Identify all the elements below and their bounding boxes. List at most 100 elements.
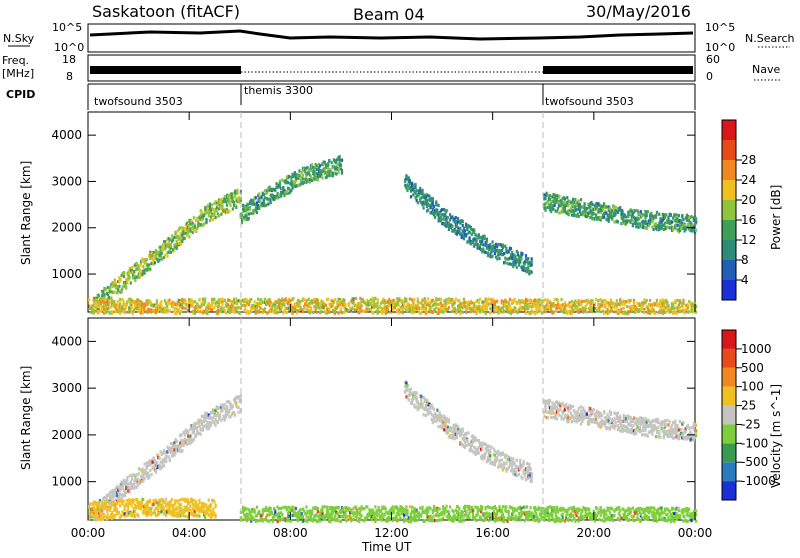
range-cell <box>578 303 580 306</box>
range-cell <box>449 213 451 216</box>
range-cell <box>457 220 459 223</box>
range-cell <box>521 253 523 256</box>
range-cell <box>165 460 167 463</box>
range-cell <box>105 303 107 306</box>
cpid-segment-2: themis 3300 <box>244 84 313 97</box>
range-cell <box>495 309 497 312</box>
range-cell <box>192 305 194 308</box>
range-cell <box>201 420 203 423</box>
range-cell <box>181 226 183 229</box>
range-cell <box>372 297 374 300</box>
range-cell <box>282 506 284 509</box>
range-cell <box>203 213 205 216</box>
range-cell <box>436 209 438 212</box>
range-cell <box>287 181 289 184</box>
range-cell <box>142 265 144 268</box>
range-cell <box>188 501 190 504</box>
range-cell <box>173 441 175 444</box>
range-cell <box>310 308 312 311</box>
range-cell <box>165 498 167 501</box>
range-cell <box>224 418 226 421</box>
range-cell <box>655 222 657 225</box>
range-cell <box>626 305 628 308</box>
range-cell <box>235 306 237 309</box>
range-cell <box>236 302 238 305</box>
range-cell <box>225 200 227 203</box>
range-cell <box>212 218 214 221</box>
range-cell <box>154 261 156 264</box>
range-cell <box>146 466 148 469</box>
range-cell <box>156 299 158 302</box>
range-cell <box>174 231 176 234</box>
range-cell <box>318 307 320 310</box>
range-cell <box>472 310 474 313</box>
range-cell <box>142 498 144 501</box>
range-cell <box>573 214 575 217</box>
range-cell <box>114 514 116 517</box>
range-cell <box>462 311 464 314</box>
range-cell <box>470 310 472 313</box>
range-cell <box>458 299 460 302</box>
range-cell <box>301 512 303 515</box>
range-cell <box>195 500 197 503</box>
range-cell <box>429 306 431 309</box>
range-cell <box>344 513 346 516</box>
range-cell <box>667 216 669 219</box>
nave-tick-top: 60 <box>706 53 720 66</box>
range-cell <box>125 487 127 490</box>
range-cell <box>339 158 341 161</box>
range-cell <box>215 424 217 427</box>
range-cell <box>146 514 148 517</box>
range-cell <box>111 299 113 302</box>
range-cell <box>238 411 240 414</box>
range-cell <box>693 219 695 222</box>
range-cell <box>490 245 492 248</box>
range-cell <box>204 297 206 300</box>
range-cell <box>244 218 246 221</box>
range-cell <box>432 202 434 205</box>
range-cell <box>610 306 612 309</box>
range-cell <box>213 211 215 214</box>
range-cell <box>611 309 613 312</box>
range-cell <box>236 189 238 192</box>
range-cell <box>511 257 513 260</box>
cpid-segment-1: twofsound 3503 <box>94 95 183 108</box>
range-cell <box>320 310 322 313</box>
range-cell <box>204 300 206 303</box>
range-cell <box>316 311 318 314</box>
range-cell <box>189 505 191 508</box>
range-cell <box>161 252 163 255</box>
range-cell <box>102 506 104 509</box>
range-cell <box>218 214 220 217</box>
range-cell <box>213 298 215 301</box>
range-cell <box>464 301 466 304</box>
range-cell <box>134 514 136 517</box>
range-cell <box>485 312 487 315</box>
range-cell <box>306 511 308 514</box>
range-cell <box>256 211 258 214</box>
range-cell <box>193 503 195 506</box>
range-cell <box>398 297 400 300</box>
range-cell <box>338 304 340 307</box>
range-cell <box>174 499 176 502</box>
range-cell <box>634 209 636 212</box>
range-cell <box>131 477 133 480</box>
range-cell <box>126 499 128 502</box>
range-cell <box>119 298 121 301</box>
range-cell <box>240 394 242 397</box>
range-cell <box>365 302 367 305</box>
range-cell <box>217 421 219 424</box>
range-cell <box>145 469 147 472</box>
range-cell <box>436 298 438 301</box>
range-cell <box>160 246 162 249</box>
range-cell <box>118 285 120 288</box>
range-cell <box>664 311 666 314</box>
range-cell <box>194 225 196 228</box>
range-cell <box>630 299 632 302</box>
range-cell <box>228 201 230 204</box>
range-cell <box>317 510 319 513</box>
range-cell <box>338 506 340 509</box>
range-cell <box>235 402 237 405</box>
range-cell <box>119 504 121 507</box>
range-cell <box>111 517 113 520</box>
